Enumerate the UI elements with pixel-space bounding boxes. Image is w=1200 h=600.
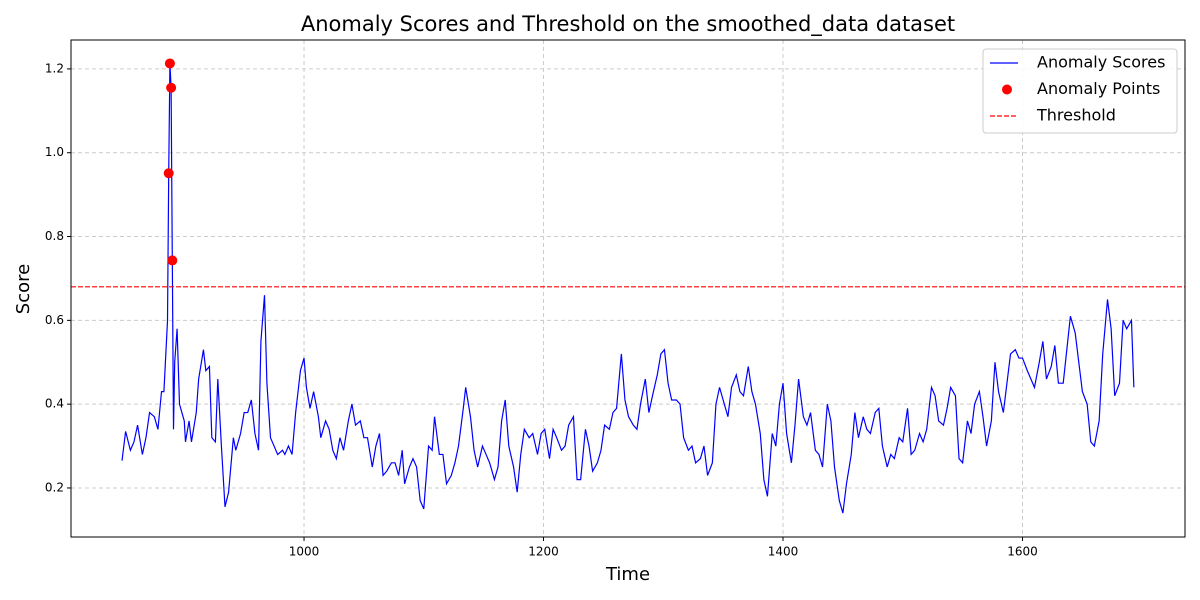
anomaly-point [163, 168, 174, 179]
y-tick-label: 0.8 [45, 229, 64, 243]
legend: Anomaly Scores Anomaly Points Threshold [982, 48, 1178, 134]
legend-label: Anomaly Scores [1037, 53, 1165, 72]
x-tick-label: 1000 [289, 545, 320, 559]
y-tick-label: 1.0 [45, 145, 64, 159]
y-tick-label: 0.6 [45, 313, 64, 327]
x-tick-label: 1400 [768, 545, 799, 559]
plot-frame [70, 39, 1186, 538]
y-tick-label: 1.2 [45, 61, 64, 75]
legend-marker [1002, 84, 1012, 95]
y-axis-label: Score [13, 264, 34, 314]
y-tick-label: 0.4 [45, 397, 64, 411]
x-tick-label: 1600 [1007, 545, 1038, 559]
chart-title: Anomaly Scores and Threshold on the smoo… [301, 12, 955, 37]
anomaly-point [167, 255, 178, 266]
anomaly-point [166, 82, 177, 93]
legend-box [982, 48, 1178, 134]
x-tick-label: 1200 [528, 545, 559, 559]
y-tick-label: 0.2 [45, 480, 64, 494]
x-axis-label: Time [605, 564, 650, 585]
score-line [121, 63, 1135, 514]
anomaly-point [164, 58, 175, 69]
legend-label: Threshold [1036, 106, 1116, 125]
legend-label: Anomaly Points [1037, 79, 1160, 98]
